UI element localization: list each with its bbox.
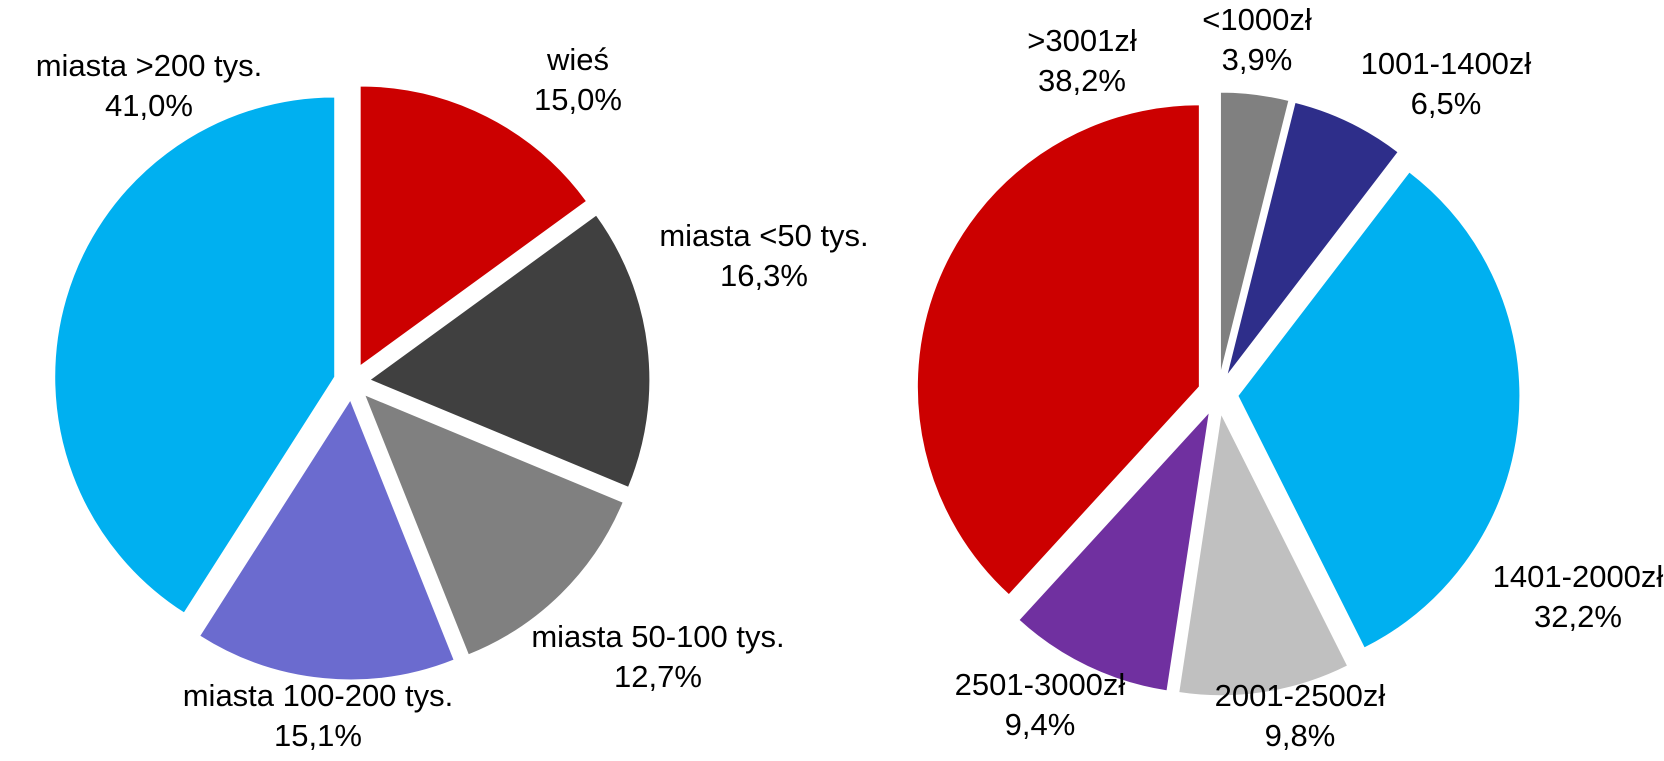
slice-label: >3001zł 38,2% [1027,23,1137,98]
pie-slice [916,104,1200,596]
pie-slice [359,85,588,367]
value-label: 15,1% [274,718,362,753]
category-label: wieś [546,42,609,77]
pie-slice [1018,410,1211,692]
slice-label: 2001-2500zł 9,8% [1215,678,1386,753]
pie-slice [368,214,651,488]
category-label: >3001zł [1027,23,1137,58]
pie-chart: wieś 15,0% miasta <50 tys. 16,3% miasta 50-1… [36,42,869,753]
category-label: miasta >200 tys. [36,48,263,83]
pie-slice [1178,412,1349,697]
value-label: 12,7% [614,659,702,694]
pie-slice [1237,171,1521,649]
value-label: 15,0% [534,82,622,117]
category-label: 2001-2500zł [1215,678,1386,713]
slice-label: miasta >200 tys. 41,0% [36,48,263,123]
pie-slice [54,96,336,614]
pie-slice [1226,101,1399,377]
category-label: miasta 100-200 tys. [183,678,454,713]
value-label: 32,2% [1534,599,1622,634]
category-label: 2501-3000zł [955,667,1126,702]
value-label: 41,0% [105,88,193,123]
pie-slice [363,393,624,656]
slice-label: 1001-1400zł 6,5% [1361,46,1532,121]
category-label: 1401-2000zł [1493,559,1664,594]
slice-label: 1401-2000zł 32,2% [1493,559,1664,634]
pie-slice [198,398,455,681]
value-label: 16,3% [720,258,808,293]
slice-label: miasta <50 tys. 16,3% [659,218,868,293]
slice-label: 2501-3000zł 9,4% [955,667,1126,742]
value-label: 9,8% [1265,718,1336,753]
category-label: <1000zł [1202,2,1312,37]
slice-label: miasta 50-100 tys. 12,7% [531,619,784,694]
pie-slice [1219,91,1290,375]
value-label: 38,2% [1038,63,1126,98]
category-label: miasta <50 tys. [659,218,868,253]
value-label: 9,4% [1005,707,1076,742]
pie-chart: <1000zł 3,9% 1001-1400zł 6,5% 1401-2000zł 32,… [916,2,1664,753]
slice-label: miasta 100-200 tys. 15,1% [183,678,454,753]
slice-label: wieś 15,0% [534,42,622,117]
value-label: 6,5% [1411,86,1482,121]
category-label: 1001-1400zł [1361,46,1532,81]
value-label: 3,9% [1222,42,1293,77]
category-label: miasta 50-100 tys. [531,619,784,654]
slice-label: <1000zł 3,9% [1202,2,1312,77]
